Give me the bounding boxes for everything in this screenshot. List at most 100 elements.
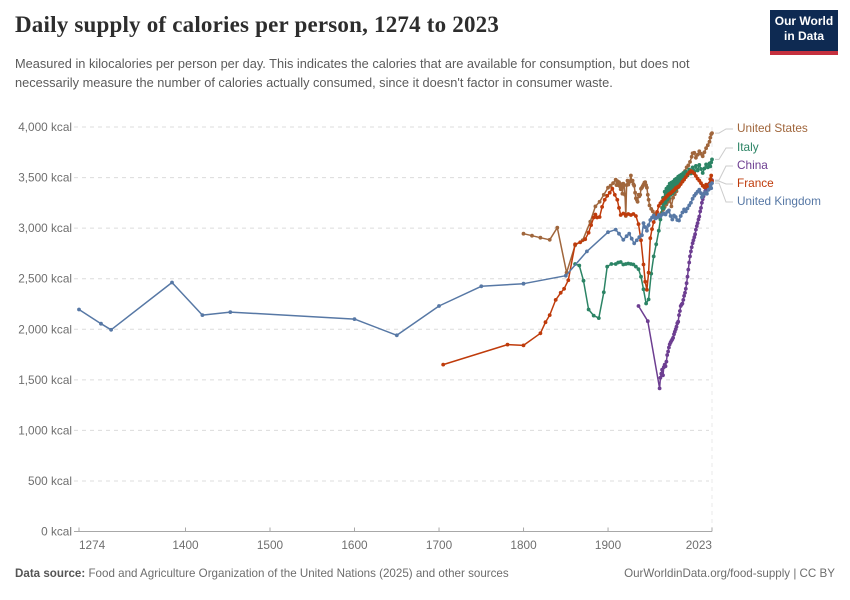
data-point [538, 235, 543, 240]
data-point [596, 316, 601, 320]
data-point [665, 353, 670, 357]
legend-label-china[interactable]: China [737, 158, 768, 172]
x-tick-label: 1800 [510, 538, 537, 552]
y-tick-label: 2,000 kcal [18, 322, 72, 336]
data-point [696, 217, 701, 222]
data-point [558, 290, 563, 295]
data-point [707, 139, 712, 144]
data-point [655, 210, 659, 214]
data-point [586, 230, 591, 235]
data-point [645, 287, 649, 292]
data-point [686, 163, 691, 168]
data-point [682, 294, 686, 298]
data-point [394, 333, 399, 338]
data-point [678, 214, 683, 218]
data-point [685, 206, 690, 211]
x-tick-label: 1600 [341, 538, 368, 552]
data-point [633, 190, 637, 195]
data-point [697, 163, 702, 167]
data-point [437, 304, 441, 308]
data-point [680, 210, 685, 215]
data-point [602, 197, 607, 202]
data-point [667, 208, 671, 213]
series-united-kingdom[interactable] [77, 181, 714, 338]
data-point [585, 249, 589, 254]
x-tick-label: 1500 [257, 538, 284, 552]
data-point [630, 178, 635, 183]
x-tick-label: 1400 [172, 538, 199, 552]
data-point [683, 286, 688, 291]
data-point [645, 192, 650, 197]
data-point [666, 349, 670, 354]
data-source-text[interactable]: Food and Agriculture Organization of the… [88, 567, 509, 580]
data-point [606, 185, 610, 190]
owid-link[interactable]: OurWorldinData.org/food-supply | CC BY [624, 567, 835, 580]
data-point [694, 227, 698, 232]
data-point [597, 199, 602, 204]
data-point [573, 242, 577, 247]
data-point [700, 200, 704, 205]
data-point [689, 200, 693, 205]
legend-connector-united-kingdom [715, 182, 733, 203]
data-point [644, 301, 648, 306]
owid-logo-line1: Our World [774, 14, 834, 28]
chart-title: Daily supply of calories per person, 127… [15, 12, 500, 37]
data-point [678, 309, 682, 313]
data-point [663, 364, 668, 369]
data-point [704, 182, 708, 187]
data-point [697, 214, 702, 219]
y-tick-label: 500 kcal [28, 474, 72, 488]
data-point [621, 237, 626, 242]
data-point [686, 267, 691, 272]
data-point [663, 200, 668, 205]
data-point [697, 187, 702, 192]
data-point [521, 343, 526, 348]
legend-label-united-states[interactable]: United States [737, 121, 808, 135]
data-point [650, 227, 654, 232]
data-point [693, 232, 697, 237]
data-point [667, 345, 671, 350]
series-france[interactable] [441, 169, 714, 367]
data-point [577, 263, 582, 268]
legend-label-united-kingdom[interactable]: United Kingdom [737, 194, 821, 208]
data-point [562, 286, 566, 291]
legend-label-italy[interactable]: Italy [737, 140, 759, 154]
data-point [566, 278, 571, 283]
data-point [228, 310, 233, 314]
data-point [581, 278, 586, 283]
data-point [636, 222, 641, 227]
data-point [676, 319, 681, 324]
data-point [618, 187, 623, 192]
data-point [639, 274, 643, 279]
data-point [645, 185, 649, 190]
legend-label-france[interactable]: France [737, 176, 774, 190]
data-point [632, 241, 637, 246]
legend-connector-china [715, 165, 733, 181]
data-point [200, 313, 205, 317]
legend-connector-france [715, 180, 733, 185]
data-point [708, 135, 713, 140]
chart-footer: Data source: Food and Agriculture Organi… [15, 567, 835, 580]
data-point [695, 152, 700, 157]
data-point [658, 375, 663, 380]
data-point [634, 214, 638, 218]
y-tick-label: 3,500 kcal [18, 171, 72, 185]
y-tick-label: 1,000 kcal [18, 423, 72, 437]
data-point [639, 238, 643, 243]
data-point [654, 242, 659, 247]
legend-connector-italy [715, 147, 733, 160]
data-source: Data source: Food and Agriculture Organi… [15, 567, 509, 580]
owid-logo[interactable]: Our World in Data [770, 10, 838, 55]
data-point [656, 228, 661, 233]
data-point [671, 335, 675, 340]
data-point [547, 313, 552, 317]
data-point [634, 238, 639, 243]
series-line-france[interactable] [442, 170, 713, 366]
data-point [606, 230, 610, 235]
data-point [597, 215, 602, 219]
series-line-united-kingdom[interactable] [78, 182, 713, 337]
data-point [109, 327, 113, 332]
data-point [593, 212, 598, 217]
